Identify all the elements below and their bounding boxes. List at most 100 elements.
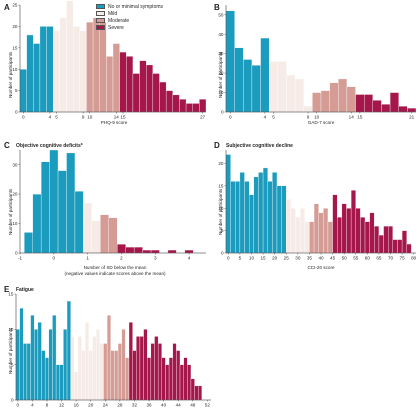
panel-e-bar: [34, 329, 39, 401]
panel-e-y-tick-label: 10: [8, 327, 14, 332]
panel-e-bar: [26, 343, 31, 401]
panel-b-bar: [234, 47, 244, 113]
panel-d-bar: [290, 208, 296, 254]
panel-b-bar: [320, 90, 330, 113]
panel-a-x-tick-label: 15: [120, 115, 126, 120]
panel-e-bar: [183, 357, 188, 401]
panel-a-bar: [79, 30, 87, 113]
panel-d-bar: [397, 239, 403, 254]
panel-d-bar: [235, 181, 241, 254]
panel-e-bar: [15, 329, 20, 401]
panel-c-x-tick-label: 2: [120, 256, 123, 261]
panel-e-label: E: [4, 285, 10, 294]
panel-d-x-tick-label: 65: [376, 256, 382, 261]
panel-d-y-tick-label: 15: [218, 183, 224, 188]
panel-e-bar: [114, 350, 119, 401]
panel-a: A Number of participants 0 5 10 15 20 25 0 4 5 9 1…: [0, 0, 210, 135]
panel-d-bar: [323, 208, 329, 254]
panel-b-bar: [260, 37, 270, 113]
panel-c-y-tick-label: 30: [12, 162, 18, 167]
legend-item-severe: Severe: [96, 24, 163, 31]
panel-e-x-tick-label: 52: [205, 403, 211, 408]
panel-b-y-tick-label: 40: [218, 32, 224, 37]
panel-b-x-tick-label: 21: [409, 115, 415, 120]
panel-e-bar: [190, 378, 195, 401]
panel-a-label: A: [4, 3, 10, 12]
panel-b: B Number of participants 0 10 20 30 40 50 0 4 5 9…: [210, 0, 420, 135]
panel-e-bar: [117, 343, 122, 401]
legend-label-mild: Mild: [108, 10, 118, 17]
panel-d-x-tick-label: 45: [330, 256, 336, 261]
panel-c-bar: [49, 149, 59, 254]
panel-c-y-tick-label: 0: [15, 251, 18, 256]
panel-a-bar: [172, 94, 180, 113]
panel-e-bar: [55, 364, 60, 401]
panel-e-bar: [41, 350, 46, 401]
panel-a-bar: [72, 26, 80, 113]
panel-c-bar: [117, 243, 126, 254]
panel-e-bar: [157, 343, 162, 401]
panel-a-bar: [19, 69, 27, 113]
panel-d-x-tick-label: 25: [284, 256, 290, 261]
panel-e-bar: [136, 336, 141, 401]
panel-e-bar: [30, 315, 35, 401]
panel-a-bar: [139, 60, 147, 113]
panel-a-bar: [86, 21, 94, 113]
panel-e-bar: [147, 357, 152, 401]
panel-d-xlabel: CCI-20 score: [307, 265, 335, 270]
panel-d-bar: [383, 225, 389, 254]
panel-d-x-tick-label: 40: [318, 256, 324, 261]
panel-e-bar: [23, 343, 28, 401]
panel-b-bar: [294, 78, 304, 113]
panel-e-x-tick-label: 8: [46, 403, 49, 408]
panel-b-y-tick-label: 0: [221, 110, 224, 115]
panel-d-x-tick-label: 60: [365, 256, 371, 261]
panel-d-bar: [253, 176, 259, 254]
panel-e-bar: [81, 350, 86, 401]
panel-c-bar: [100, 214, 109, 254]
panel-e-bar: [165, 364, 170, 401]
panel-c-x-tick-label: -1: [18, 256, 23, 261]
panel-b-bar: [355, 94, 365, 113]
panel-c-x-tick-label: 1: [86, 256, 89, 261]
panel-d-bar: [388, 225, 394, 254]
panel-a-bar: [66, 0, 74, 113]
panel-e-title: Fatigue: [16, 287, 34, 293]
panel-d-bar: [304, 221, 310, 254]
panel-d-bar: [309, 221, 315, 254]
panel-b-y-tick-label: 10: [218, 90, 224, 95]
panel-e-x-tick-label: 36: [146, 403, 152, 408]
panel-e-bar: [106, 315, 111, 401]
panel-a-y-tick-label: 25: [12, 3, 18, 8]
panel-a-bar: [92, 17, 100, 113]
panel-d-bar: [281, 185, 287, 254]
panel-a-y-tick-label: 20: [12, 24, 18, 29]
panel-d-bar: [318, 212, 324, 254]
panel-e-x-tick-label: 12: [59, 403, 65, 408]
panel-d-bar: [248, 194, 254, 254]
panel-a-xlabel: PHQ-9 score: [100, 120, 128, 125]
panel-e-x-tick-label: 40: [161, 403, 167, 408]
panel-d-x-tick-label: 30: [295, 256, 301, 261]
panel-e-bar: [198, 385, 203, 401]
panel-a-bar: [132, 73, 140, 113]
legend-swatch-none: [96, 4, 105, 9]
panel-c-bar: [40, 161, 50, 254]
panel-e-bar: [52, 315, 57, 401]
panel-e-bar: [70, 336, 75, 401]
panel-b-bar: [286, 74, 296, 113]
panel-e-bar: [85, 322, 90, 401]
panel-b-bar: [346, 86, 356, 113]
panel-e-x-tick-label: 28: [117, 403, 123, 408]
panel-b-bar: [269, 61, 278, 113]
panel-d-bar: [272, 172, 278, 254]
panel-b-bar: [389, 92, 399, 113]
panel-b-y-tick-label: 30: [218, 51, 224, 56]
panel-a-bar: [46, 26, 54, 113]
panel-a-y-tick-label: 5: [15, 88, 18, 93]
panel-d-bar: [406, 243, 412, 254]
panel-d-y-tick-label: 10: [218, 206, 224, 211]
panel-e-bar: [150, 343, 155, 401]
panel-e-bar: [143, 329, 148, 401]
panel-e-bar: [77, 336, 82, 401]
